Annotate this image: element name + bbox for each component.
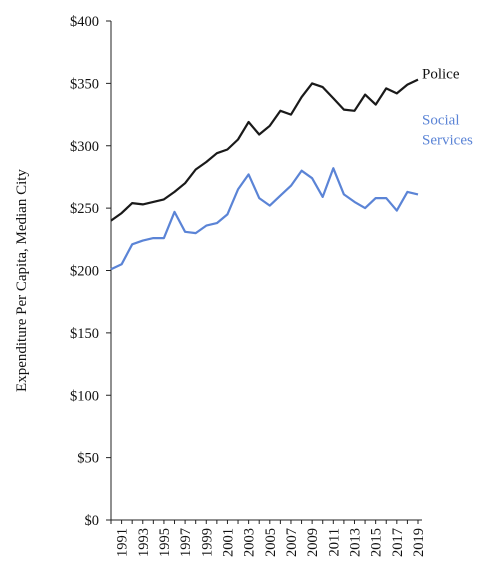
x-tick-label: 2017: [390, 528, 406, 557]
series-label-social-services: Social Services: [422, 112, 473, 148]
y-tick-label: $350: [70, 76, 99, 92]
y-axis-ticks: $0 $50 $100 $150 $200 $250 $300 $350 $400: [70, 14, 111, 529]
x-tick-label: 2003: [242, 528, 258, 557]
x-tick-label: 2011: [326, 528, 342, 556]
x-tick-label: 2007: [284, 528, 300, 557]
x-tick-label: 1991: [115, 528, 131, 557]
y-tick-label: $50: [77, 451, 99, 467]
series-layer: Police Social Services: [110, 67, 473, 271]
x-tick-label: 2009: [305, 528, 321, 557]
y-tick-label: $150: [70, 326, 99, 342]
x-tick-label: 1999: [199, 528, 215, 557]
y-axis-title: Expenditure Per Capita, Median City: [14, 169, 30, 392]
y-tick-label: $300: [70, 139, 99, 155]
series-label-police: Police: [422, 67, 460, 83]
x-tick-label: 1997: [178, 528, 194, 557]
series-line-social-services: [110, 167, 419, 271]
y-tick-label: $100: [70, 388, 99, 404]
y-tick-label: $200: [70, 264, 99, 280]
x-tick-label: 1993: [136, 528, 152, 557]
x-tick-label: 2015: [369, 528, 385, 557]
y-tick-label: $250: [70, 201, 99, 217]
series-line-police: [110, 78, 419, 222]
x-tick-label: 2019: [411, 528, 427, 557]
x-axis-ticks: 1991 1993 1995 1997 1999 2001 2003 2005 2007 2009…: [110, 520, 427, 557]
x-tick-label: 1995: [157, 528, 173, 557]
x-tick-label: 2013: [347, 528, 363, 557]
y-tick-label: $400: [70, 14, 99, 30]
x-tick-label: 2005: [263, 528, 279, 557]
y-tick-label: $0: [85, 513, 100, 529]
x-tick-label: 2001: [220, 528, 236, 557]
